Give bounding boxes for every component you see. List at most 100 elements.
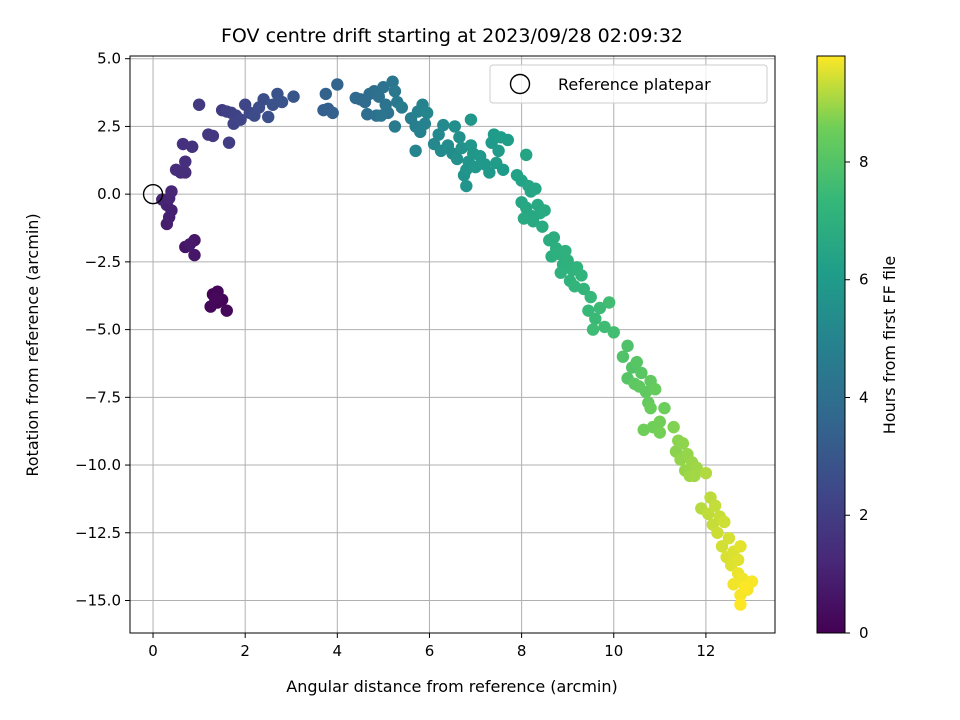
data-point: [598, 320, 611, 334]
data-point: [483, 166, 496, 179]
data-point: [676, 437, 690, 450]
data-point: [616, 350, 630, 363]
data-point: [220, 304, 233, 317]
x-tick-label: 12: [696, 642, 715, 660]
data-point: [331, 78, 344, 91]
y-tick-label: 5.0: [97, 50, 121, 68]
data-point: [529, 182, 542, 195]
colorbar-tick-label: 2: [859, 506, 869, 524]
data-point: [586, 323, 600, 336]
data-point: [432, 128, 445, 141]
colorbar-tick-label: 0: [859, 624, 869, 642]
data-point: [460, 179, 473, 193]
colorbar-tick-label: 6: [859, 271, 869, 289]
data-point: [453, 131, 466, 144]
x-tick-label: 4: [333, 642, 343, 660]
data-point: [653, 415, 667, 428]
reference-marker-layer: [142, 183, 164, 205]
data-point: [635, 366, 648, 380]
colorbar: 0 2 4 6 8 Hours from first FF file: [816, 55, 899, 642]
data-point: [536, 220, 549, 233]
data-point: [234, 113, 247, 126]
data-point: [727, 578, 740, 591]
data-point: [192, 98, 206, 111]
y-tick-label: −15.0: [75, 591, 121, 609]
data-point: [559, 244, 572, 258]
legend-reference-marker: [509, 73, 531, 95]
data-point: [632, 380, 646, 393]
data-point: [409, 144, 422, 158]
data-point: [667, 420, 680, 434]
data-point: [492, 144, 505, 158]
data-point: [188, 248, 201, 262]
x-tick-label: 0: [148, 642, 158, 660]
data-point: [738, 580, 752, 594]
data-point: [361, 108, 374, 121]
x-axis: 0 2 4 6 8 10 12: [148, 633, 715, 660]
data-point: [653, 426, 667, 439]
data-point: [262, 110, 275, 124]
x-axis-label: Angular distance from reference (arcmin): [286, 677, 617, 696]
legend: Reference platepar: [489, 64, 768, 104]
data-point: [547, 231, 561, 244]
data-point: [374, 109, 388, 122]
data-point: [496, 163, 510, 176]
y-tick-label: −7.5: [85, 388, 121, 406]
x-tick-label: 2: [240, 642, 250, 660]
y-tick-label: −10.0: [75, 456, 121, 474]
data-point: [554, 266, 567, 279]
x-tick-label: 10: [604, 642, 623, 660]
data-point: [538, 204, 551, 217]
data-point: [593, 301, 607, 315]
data-point: [420, 106, 434, 120]
data-point: [395, 101, 409, 114]
colorbar-label: Hours from first FF file: [880, 256, 899, 435]
data-point: [658, 401, 671, 415]
y-axis: 5.0 2.5 0.0 −2.5 −5.0 −7.5 −10.0 −12.5 −15.0: [75, 50, 130, 609]
data-point: [437, 118, 450, 132]
data-point: [169, 163, 183, 176]
data-point: [418, 117, 432, 130]
colorbar-tick-label: 4: [859, 388, 869, 406]
data-point: [708, 499, 722, 512]
plot-area-frame: [129, 55, 776, 634]
data-point: [319, 87, 333, 101]
data-point: [179, 155, 192, 168]
data-point: [183, 238, 197, 251]
data-point: [584, 290, 597, 304]
y-tick-label: 2.5: [97, 117, 121, 135]
data-point: [688, 469, 701, 483]
data-point: [257, 93, 270, 106]
colorbar-tick-label: 8: [859, 153, 869, 171]
colorbar-gradient: [816, 55, 846, 634]
data-point: [520, 148, 533, 162]
data-point: [734, 598, 747, 611]
data-point: [711, 526, 724, 539]
data-point: [577, 282, 591, 296]
data-point: [575, 269, 588, 282]
data-point: [701, 507, 715, 521]
y-tick-label: 0.0: [97, 185, 121, 203]
data-point: [450, 152, 464, 166]
y-tick-label: −2.5: [85, 253, 121, 271]
data-point: [185, 140, 199, 153]
data-point: [377, 80, 390, 94]
legend-box: [489, 64, 768, 104]
grid: [130, 56, 775, 633]
data-point: [718, 515, 731, 529]
data-point: [607, 326, 620, 339]
data-point: [386, 75, 399, 88]
legend-entry-reference: Reference platepar: [558, 75, 711, 94]
y-tick-label: −5.0: [85, 321, 121, 339]
data-point: [287, 90, 300, 103]
colorbar-ticks: 0 2 4 6 8: [845, 153, 869, 642]
chart-title: FOV centre drift starting at 2023/09/28 …: [221, 25, 683, 47]
data-point: [602, 296, 616, 309]
data-point: [699, 466, 713, 480]
data-points: [156, 75, 759, 611]
data-point: [582, 304, 595, 317]
data-point: [649, 382, 662, 396]
data-point: [388, 120, 402, 133]
